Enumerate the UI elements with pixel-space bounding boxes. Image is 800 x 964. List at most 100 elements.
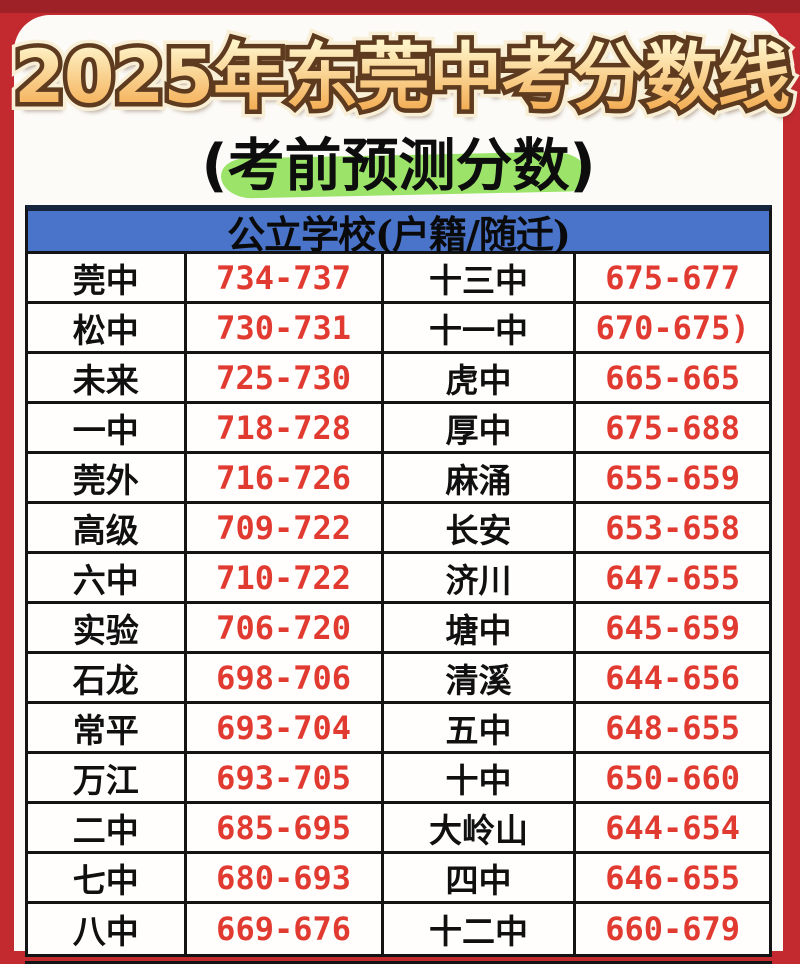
score-cell: 644-656: [576, 654, 769, 704]
score-cell: 650-660: [576, 754, 769, 804]
school-name: 七中: [72, 860, 139, 900]
top-red-strip: [0, 0, 800, 13]
school-name: 大岭山: [428, 810, 528, 850]
school-cell: 十中: [383, 754, 577, 804]
table-row: 松中 730-731 十一中 670-675): [28, 304, 769, 354]
school-cell: 五中: [383, 704, 577, 754]
page-title-fill: 2025年东莞中考分数线: [14, 35, 790, 120]
score-table: 公立学校(户籍/随迁) 莞中 734-737 十三中 675-677 松中 73…: [25, 205, 772, 957]
school-cell: 实验: [28, 604, 187, 654]
score-cell: 644-654: [576, 804, 769, 854]
school-cell: 十三中: [383, 254, 577, 304]
score-range: 693-705: [216, 758, 352, 797]
table-row: 石龙 698-706 清溪 644-656: [28, 654, 769, 704]
score-range: 670-675): [595, 308, 750, 347]
table-row: 高级 709-722 长安 653-658: [28, 504, 769, 554]
score-range: 644-656: [605, 658, 741, 697]
score-range: 655-659: [605, 458, 741, 497]
school-name: 十中: [445, 760, 512, 800]
score-cell: 675-688: [576, 404, 769, 454]
table-row: 六中 710-722 济川 647-655: [28, 554, 769, 604]
school-cell: 一中: [28, 404, 187, 454]
score-range: 680-693: [216, 858, 352, 897]
score-cell: 706-720: [186, 604, 384, 654]
page-title-outline: 2025年东莞中考分数线: [9, 31, 794, 126]
score-range: 734-737: [216, 258, 352, 297]
school-cell: 大岭山: [383, 804, 577, 854]
table-row: 常平 693-704 五中 648-655: [28, 704, 769, 754]
table-row: 一中 718-728 厚中 675-688: [28, 404, 769, 454]
score-cell: 718-728: [186, 404, 384, 454]
school-name: 二中: [72, 810, 139, 850]
score-range: 709-722: [216, 508, 352, 547]
score-range: 650-660: [605, 758, 741, 797]
school-cell: 未来: [28, 354, 187, 404]
score-range: 647-655: [605, 558, 741, 597]
school-cell: 六中: [28, 554, 187, 604]
score-cell: 675-677: [576, 254, 769, 304]
school-name: 长安: [445, 510, 512, 550]
school-name: 石龙: [72, 660, 139, 700]
table-row: 万江 693-705 十中 650-660: [28, 754, 769, 804]
school-cell: 清溪: [383, 654, 577, 704]
school-cell: 莞外: [28, 454, 187, 504]
table-row: 实验 706-720 塘中 645-659: [28, 604, 769, 654]
score-cell: 669-676: [186, 904, 384, 954]
score-cell: 734-737: [186, 254, 384, 304]
school-name: 一中: [72, 410, 139, 450]
score-range: 669-676: [216, 910, 352, 948]
score-cell: 685-695: [186, 804, 384, 854]
score-range: 725-730: [216, 358, 352, 397]
school-name: 十三中: [428, 260, 528, 300]
table-row: 莞中 734-737 十三中 675-677: [28, 254, 769, 304]
table-row: 七中 680-693 四中 646-655: [28, 854, 769, 904]
school-name: 厚中: [445, 410, 512, 450]
subtitle-row: (考前预测分数): [14, 135, 783, 205]
score-cell: 653-658: [576, 504, 769, 554]
score-cell: 716-726: [186, 454, 384, 504]
score-range: 718-728: [216, 408, 352, 447]
school-cell: 松中: [28, 304, 187, 354]
score-cell: 709-722: [186, 504, 384, 554]
table-row: 八中 669-676 十二中 660-679: [28, 904, 769, 954]
score-cell: 660-679: [576, 904, 769, 954]
school-name: 松中: [72, 310, 139, 350]
school-cell: 塘中: [383, 604, 577, 654]
school-name: 实验: [72, 610, 139, 650]
score-range: 648-655: [605, 708, 741, 747]
score-range: 716-726: [216, 458, 352, 497]
school-name: 未来: [72, 360, 139, 400]
score-cell: 645-659: [576, 604, 769, 654]
score-range: 706-720: [216, 608, 352, 647]
school-cell: 十二中: [383, 904, 577, 954]
score-range: 645-659: [605, 608, 741, 647]
score-range: 646-655: [605, 858, 741, 897]
score-range: 653-658: [605, 508, 741, 547]
score-cell: 648-655: [576, 704, 769, 754]
score-range: 693-704: [216, 708, 352, 747]
score-range: 685-695: [216, 808, 352, 847]
school-cell: 莞中: [28, 254, 187, 304]
score-cell: 710-722: [186, 554, 384, 604]
school-cell: 石龙: [28, 654, 187, 704]
school-name: 万江: [72, 760, 139, 800]
school-cell: 长安: [383, 504, 577, 554]
score-cell: 693-705: [186, 754, 384, 804]
table-body: 莞中 734-737 十三中 675-677 松中 730-731 十一中 67…: [28, 254, 769, 954]
school-name: 十一中: [428, 310, 528, 350]
school-name: 六中: [72, 560, 139, 600]
score-cell: 680-693: [186, 854, 384, 904]
score-range: 675-688: [605, 408, 741, 447]
poster-card: 2025年东莞中考分数线 2025年东莞中考分数线 2025年东莞中考分数线 (…: [6, 15, 798, 964]
score-cell: 698-706: [186, 654, 384, 704]
school-cell: 麻涌: [383, 454, 577, 504]
school-name: 虎中: [445, 360, 512, 400]
school-name: 清溪: [445, 660, 512, 700]
score-range: 665-665: [605, 358, 741, 397]
school-name: 济川: [445, 560, 512, 600]
school-name: 常平: [72, 710, 139, 750]
school-cell: 四中: [383, 854, 577, 904]
score-range: 698-706: [216, 658, 352, 697]
school-name: 八中: [72, 912, 139, 951]
page-subtitle-text: (考前预测分数): [201, 133, 596, 199]
